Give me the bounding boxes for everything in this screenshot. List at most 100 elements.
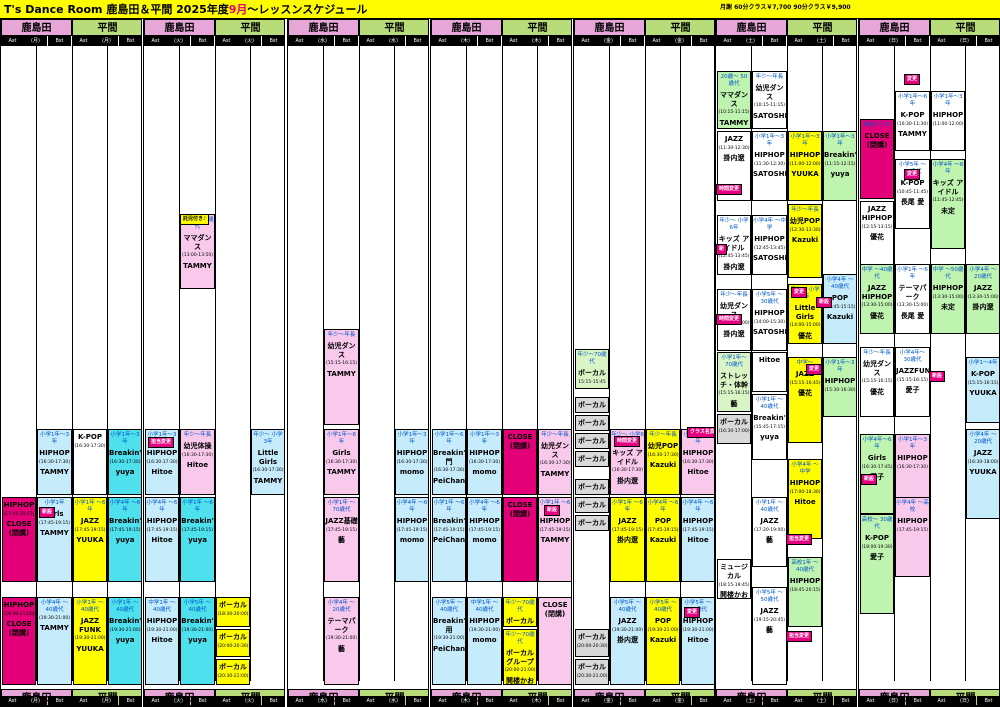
class-time: (17:45-19:15) bbox=[146, 527, 178, 533]
class-block: 小学1年〜6年 Girls (16:30-17:30) TAMMY bbox=[324, 429, 359, 495]
class-name: HIPHOP bbox=[469, 616, 500, 625]
class-block: 小学4年 〜6年 HIPHOP (17:45-19:15) Hitoe bbox=[145, 497, 179, 582]
class-time: (16:30-17:30) bbox=[74, 443, 106, 449]
class-instructor: yuya bbox=[188, 536, 207, 545]
class-block: 年少〜年長 幼児体操 (16:30-17:30) Hitoe bbox=[180, 429, 215, 495]
class-instructor: TAMMY bbox=[898, 130, 927, 139]
class-instructor: CLOSE (閉講) bbox=[6, 520, 32, 538]
class-block: 小学1年 〜6年 Breakin' (17:45-19:15) yuya bbox=[180, 497, 215, 582]
sub-label: Ast bbox=[859, 36, 882, 46]
class-block: 小学5年 〜40歳代 Breakin'応用 (19:30-21:00) PeiChan bbox=[432, 597, 466, 685]
day-column-thu: 鹿島田鹿島田平間平間AstAst(木)(木)BstBstAstAst(木)(木)… bbox=[430, 18, 572, 707]
class-time: (13:30-15:00) bbox=[967, 294, 999, 300]
tag-label: 時間変更 bbox=[716, 184, 743, 195]
class-block: 小学5年 〜50歳代 JAZZ (19:15-20:45) 藝 bbox=[752, 587, 787, 685]
class-instructor: Hitoe bbox=[794, 498, 816, 507]
sub-label: Ast bbox=[288, 36, 311, 46]
class-time: (16:30-17:30) bbox=[146, 459, 178, 465]
class-name: HIPHOP bbox=[789, 576, 821, 585]
class-level: 小学5年 〜50歳代 bbox=[755, 590, 784, 603]
class-instructor: TAMMY bbox=[540, 536, 570, 545]
tag-label: クラス名変更 bbox=[687, 427, 714, 438]
class-instructor: yuya bbox=[830, 170, 850, 179]
sub-label: (月) bbox=[95, 36, 118, 46]
sub-label: (金) bbox=[668, 696, 691, 706]
day-column-wed: 鹿島田鹿島田平間平間AstAst(水)(水)BstBstAstAst(水)(水)… bbox=[287, 18, 429, 707]
sub-label: (火) bbox=[238, 36, 261, 46]
class-name: 幼児POP bbox=[647, 441, 679, 450]
class-block: 小学1年 〜6年 JAZZ (17:45-19:15) 掛内遼 bbox=[610, 497, 645, 582]
class-level: 年少〜年長 bbox=[720, 292, 748, 298]
location-header-kashimada: 鹿島田 bbox=[144, 19, 215, 36]
tag-label: 新設 bbox=[861, 474, 878, 485]
class-level: 小学1年〜3年 bbox=[40, 432, 69, 445]
class-time: (19:30-21:00) bbox=[433, 636, 465, 642]
column-divider bbox=[894, 46, 895, 681]
class-level: 小学5年 〜40歳代 bbox=[435, 600, 463, 613]
sub-label: Bst bbox=[48, 36, 71, 46]
class-block: 小学4年 〜6年 HIPHOP (17:45-19:15) momo bbox=[467, 497, 502, 582]
class-name: Girls bbox=[332, 448, 351, 457]
class-block: 中学 〜50歳代 HIPHOP (13:30-15:00) 未定 bbox=[931, 264, 965, 334]
class-name: K-POP bbox=[971, 369, 995, 378]
title-rest: 〜レッスンスケジュール bbox=[247, 3, 368, 16]
class-block: 中学1年 〜40歳代 HIPHOP (19:30-21:00) Hitoe bbox=[145, 597, 179, 685]
class-time: (16:30-17:30) bbox=[396, 459, 428, 465]
column-divider bbox=[645, 46, 646, 681]
sub-label: Bst bbox=[834, 36, 856, 46]
sub-label: Bst bbox=[48, 696, 71, 706]
class-name: Breakin' bbox=[109, 616, 142, 625]
class-name: HIPHOP bbox=[469, 516, 500, 525]
class-block: ボーカル bbox=[575, 497, 609, 513]
class-time: (12:15-13:15) bbox=[861, 224, 893, 230]
class-name: JAZZ HIPHOP bbox=[861, 283, 893, 301]
class-time: (11:45-12:45) bbox=[932, 198, 964, 204]
class-block: 年少〜70歳代 ボーカル 15:15-15:45 bbox=[575, 349, 609, 389]
class-level: 小学5年 〜40歳代 bbox=[649, 600, 677, 613]
class-instructor: yuya bbox=[188, 636, 207, 645]
sub-label: (日) bbox=[953, 36, 976, 46]
sub-label: Ast bbox=[574, 36, 597, 46]
class-level: 小学1年 〜40歳代 bbox=[755, 397, 784, 410]
class-time: (11:30-12:30) bbox=[753, 161, 786, 167]
class-instructor: TAMMY bbox=[327, 370, 356, 378]
class-instructor: momo bbox=[472, 536, 497, 545]
sub-label: Ast bbox=[72, 36, 95, 46]
class-instructor: Kazuki bbox=[649, 536, 677, 545]
class-name: JAZZ HIPHOP bbox=[861, 205, 893, 222]
class-time: (16:30-17:30) bbox=[325, 459, 358, 465]
class-name: HIPHOP bbox=[682, 448, 714, 457]
column-divider bbox=[394, 46, 395, 681]
class-name: HIPHOP bbox=[396, 516, 428, 525]
sub-label: Ast bbox=[859, 696, 882, 706]
class-instructor: 掛内遼 bbox=[723, 154, 745, 163]
sub-label: Ast bbox=[431, 696, 454, 706]
class-block: ボーカル (20:30-21:00) bbox=[575, 659, 609, 685]
class-time: (18:45-20:15) bbox=[789, 587, 821, 593]
class-instructor: TAMMY bbox=[253, 476, 283, 485]
class-name: ストレッチ・体幹 bbox=[720, 371, 748, 389]
class-block: 小学1年〜6年 K-POP (10:30-11:30) TAMMY bbox=[895, 91, 930, 151]
sub-label: Bst bbox=[406, 696, 428, 706]
sub-label: Bst bbox=[119, 36, 141, 46]
class-block: 年少〜年長 幼児ダンス (16:30-17:30) TAMMY bbox=[538, 429, 571, 495]
sub-label: Bst bbox=[977, 696, 999, 706]
sub-label: Ast bbox=[1, 696, 24, 706]
sub-label: Bst bbox=[763, 696, 786, 706]
class-instructor: TAMMY bbox=[327, 468, 356, 477]
class-level: 小学4年〜6年 bbox=[862, 437, 892, 450]
column-divider bbox=[680, 46, 681, 681]
class-name: CLOSE (閉講) bbox=[542, 601, 568, 618]
class-name: HIPHOP bbox=[754, 234, 785, 243]
class-name: テーマパーク bbox=[327, 616, 356, 634]
location-header-hirama: 平間 bbox=[359, 19, 428, 36]
sub-label: Ast bbox=[215, 696, 238, 706]
page-title: T's Dance Room 鹿島田＆平間 2025年度9月〜レッスンスケジュー… bbox=[4, 1, 367, 17]
sub-label: (月) bbox=[24, 36, 47, 46]
class-instructor: Hitoe bbox=[687, 636, 709, 645]
class-instructor: 優花 bbox=[870, 233, 884, 242]
class-block: ボーカル bbox=[575, 397, 609, 413]
class-instructor: momo bbox=[472, 468, 497, 477]
class-time: (16:30-17:45) bbox=[861, 464, 893, 470]
